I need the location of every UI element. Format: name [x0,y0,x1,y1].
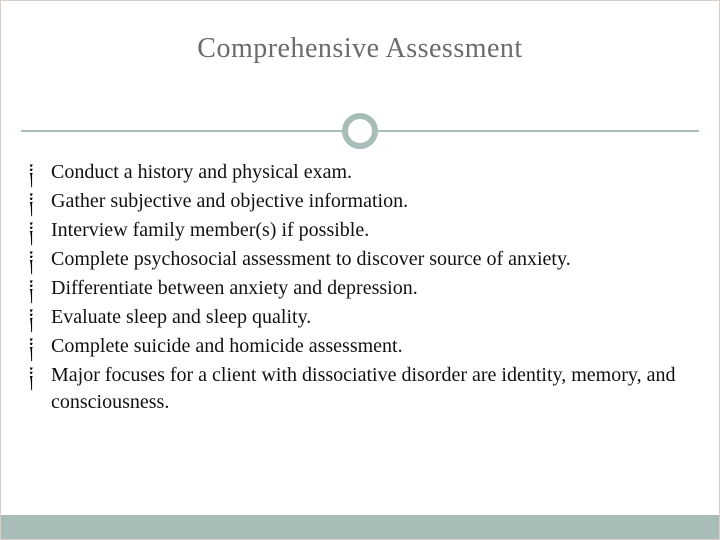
bullet-icon: ༐ [29,304,51,330]
bullet-icon: ༐ [29,275,51,301]
slide-container: Comprehensive Assessment ༐ Conduct a his… [0,0,720,540]
list-item: ༐ Complete suicide and homicide assessme… [29,333,687,360]
slide-title: Comprehensive Assessment [1,1,719,65]
bullet-icon: ༐ [29,333,51,359]
title-divider [1,111,719,151]
bullet-list: ༐ Conduct a history and physical exam. ༐… [29,159,687,418]
list-item: ༐ Gather subjective and objective inform… [29,188,687,215]
footer-accent-strip [1,515,719,539]
bullet-text: Major focuses for a client with dissocia… [51,362,687,416]
list-item: ༐ Interview family member(s) if possible… [29,217,687,244]
bullet-text: Complete psychosocial assessment to disc… [51,246,687,273]
bullet-text: Differentiate between anxiety and depres… [51,275,687,302]
list-item: ༐ Complete psychosocial assessment to di… [29,246,687,273]
bullet-icon: ༐ [29,159,51,185]
list-item: ༐ Conduct a history and physical exam. [29,159,687,186]
list-item: ༐ Evaluate sleep and sleep quality. [29,304,687,331]
list-item: ༐ Major focuses for a client with dissoc… [29,362,687,416]
list-item: ༐ Differentiate between anxiety and depr… [29,275,687,302]
bullet-text: Gather subjective and objective informat… [51,188,687,215]
bullet-text: Complete suicide and homicide assessment… [51,333,687,360]
bullet-icon: ༐ [29,188,51,214]
bullet-icon: ༐ [29,362,51,388]
bullet-icon: ༐ [29,217,51,243]
bullet-text: Evaluate sleep and sleep quality. [51,304,687,331]
bullet-text: Conduct a history and physical exam. [51,159,687,186]
bullet-icon: ༐ [29,246,51,272]
divider-circle-icon [342,113,378,149]
bullet-text: Interview family member(s) if possible. [51,217,687,244]
